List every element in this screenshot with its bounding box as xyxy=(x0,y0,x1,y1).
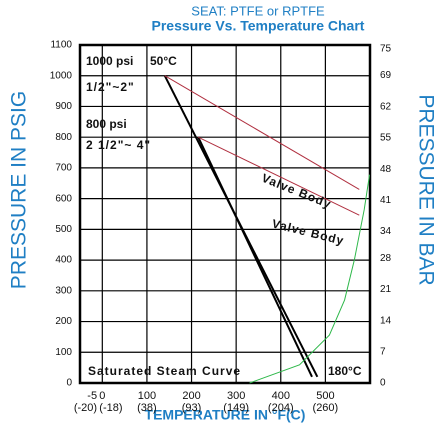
series-label: Valve Body xyxy=(260,171,334,212)
y-tick-label: 900 xyxy=(55,101,72,112)
x-tick-celsius: (204) xyxy=(268,402,294,414)
x-axis-label: TEMPERATURE IN °F(C) xyxy=(145,407,306,423)
y2-tick-label: 0 xyxy=(380,378,386,389)
y-tick-label: 500 xyxy=(55,224,72,235)
y-tick-label: 800 xyxy=(55,132,72,143)
y2-tick-label: 14 xyxy=(380,315,392,326)
x-tick-celsius: (-20) xyxy=(74,402,97,414)
series-label: 1/2"~2" xyxy=(86,80,135,94)
annotation: 1000 psi xyxy=(86,54,133,68)
y-tick-label: 200 xyxy=(55,316,72,327)
y2-axis-label: PRESSURE IN BAR xyxy=(414,94,437,285)
y-axis-label: PRESSURE IN PSIG xyxy=(8,91,31,289)
series-label: 2 1/2"~ 4" xyxy=(86,138,151,152)
series-label: Saturated Steam Curve xyxy=(88,364,241,378)
y-tick-label: 600 xyxy=(55,193,72,204)
y-tick-label: 700 xyxy=(55,163,72,174)
x-tick-celsius: (149) xyxy=(223,402,249,414)
x-tick-celsius: (-18) xyxy=(99,402,122,414)
y-tick-label: 400 xyxy=(55,255,72,266)
y2-tick-label: 62 xyxy=(380,101,392,112)
y-tick-label: 1100 xyxy=(50,40,72,51)
x-tick-label: 500 xyxy=(316,390,334,402)
y2-tick-label: 55 xyxy=(380,133,392,144)
series-line xyxy=(164,75,360,190)
x-tick-label: 300 xyxy=(227,390,245,402)
y2-tick-label: 34 xyxy=(380,226,392,237)
y2-tick-label: 69 xyxy=(380,70,392,81)
x-tick-label: 200 xyxy=(182,390,200,402)
y-tick-label: 0 xyxy=(66,378,72,389)
x-tick-celsius: (93) xyxy=(182,402,202,414)
plot-frame xyxy=(78,43,372,385)
annotation: 50°C xyxy=(150,54,177,68)
series-line xyxy=(197,136,313,378)
series-line xyxy=(249,174,371,384)
x-tick-celsius: (38) xyxy=(137,402,157,414)
y-tick-label: 1000 xyxy=(50,70,73,81)
y2-tick-label: 75 xyxy=(380,43,392,54)
series-label: Valve Body xyxy=(271,216,346,247)
x-tick-label: 100 xyxy=(138,390,156,402)
x-tick-label: -5 xyxy=(87,390,97,402)
x-tick-label: 400 xyxy=(272,390,290,402)
chart-subtitle: SEAT: PTFE or RPTFE xyxy=(191,3,325,18)
x-tick-label: 0 xyxy=(99,390,105,402)
y2-tick-label: 28 xyxy=(380,253,392,264)
chart-title: Pressure Vs. Temperature Chart xyxy=(152,18,365,34)
series-line xyxy=(198,136,360,216)
y2-tick-label: 41 xyxy=(380,195,392,206)
y2-tick-label: 21 xyxy=(380,284,392,295)
y-tick-label: 100 xyxy=(55,347,72,358)
y2-tick-label: 7 xyxy=(380,346,386,357)
y-tick-label: 300 xyxy=(55,285,72,296)
annotation: 800 psi xyxy=(86,117,127,131)
y2-tick-label: 48 xyxy=(380,164,392,175)
annotation: 180°C xyxy=(328,364,362,378)
x-tick-celsius: (260) xyxy=(313,402,339,414)
